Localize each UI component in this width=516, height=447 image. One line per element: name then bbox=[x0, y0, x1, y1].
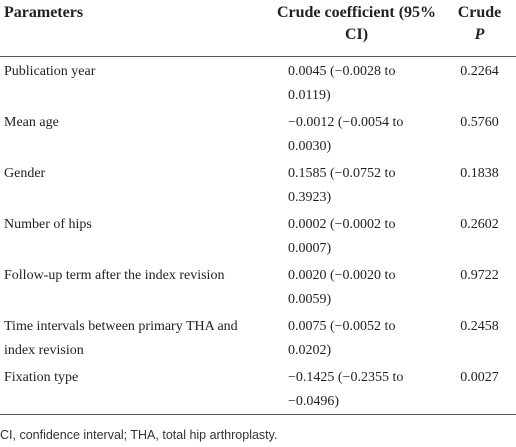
table-cell: −0.1425 (−0.2355 to −0.0496) bbox=[272, 363, 443, 415]
data-table: Parameters Crude coefficient (95% CI) Crud… bbox=[0, 0, 516, 415]
table-cell: 0.2602 bbox=[460, 217, 499, 232]
table-cell: 0.0027 bbox=[443, 363, 516, 415]
column-header: Crude P bbox=[443, 0, 516, 57]
header-text: Crude coefficient (95% CI) bbox=[276, 4, 437, 43]
table-cell: Number of hips bbox=[4, 217, 92, 232]
table-cell: 0.0020 (−0.0020 to 0.0059) bbox=[288, 268, 396, 307]
table-cell: 0.0002 (−0.0002 to 0.0007) bbox=[288, 217, 396, 256]
table-cell: Time intervals between primary THA and i… bbox=[4, 319, 238, 358]
table-row: Number of hips 0.0002 (−0.0002 to 0.0007)… bbox=[0, 210, 516, 261]
table-row: Publication year 0.0045 (−0.0028 to 0.011… bbox=[0, 57, 516, 109]
table-cell: 0.2458 bbox=[460, 319, 499, 334]
table-cell: Publication year bbox=[4, 64, 96, 79]
table-cell: Fixation type bbox=[0, 363, 272, 415]
column-header: Crude coefficient (95% CI) bbox=[272, 0, 443, 57]
table-row: Time intervals between primary THA and i… bbox=[0, 312, 516, 363]
table-cell: 0.1838 bbox=[460, 166, 499, 181]
footnote: CI, confidence interval; THA, total hip … bbox=[0, 428, 278, 442]
header-emphasis: P bbox=[474, 26, 485, 43]
table-row: Gender 0.1585 (−0.0752 to 0.3923) 0.1838 bbox=[0, 159, 516, 210]
table-cell: 0.2264 bbox=[460, 64, 499, 79]
table-cell: Gender bbox=[4, 166, 46, 181]
header-row: Parameters Crude coefficient (95% CI) Crud… bbox=[0, 0, 516, 57]
table-cell: 0.5760 bbox=[460, 115, 499, 130]
table-cell: 0.1585 (−0.0752 to 0.3923) bbox=[288, 166, 396, 205]
table-cell: 0.0045 (−0.0028 to 0.0119) bbox=[288, 64, 396, 103]
column-header: Parameters bbox=[0, 0, 272, 57]
table-body: Publication year 0.0045 (−0.0028 to 0.011… bbox=[0, 57, 516, 415]
table-cell: 0.9722 bbox=[460, 268, 499, 283]
table-cell: Mean age bbox=[4, 115, 59, 130]
table-cell: 0.0075 (−0.0052 to 0.0202) bbox=[288, 319, 396, 358]
table-row: Follow-up term after the index revision 0… bbox=[0, 261, 516, 312]
table-cell: −0.0012 (−0.0054 to 0.0030) bbox=[288, 115, 404, 154]
header-text: Crude bbox=[457, 4, 502, 21]
table-row: Fixation type −0.1425 (−0.2355 to −0.0496… bbox=[0, 363, 516, 415]
header-text: Parameters bbox=[4, 4, 84, 21]
table-cell: Follow-up term after the index revision bbox=[4, 268, 225, 283]
table-row: Mean age −0.0012 (−0.0054 to 0.0030) 0.576… bbox=[0, 108, 516, 159]
